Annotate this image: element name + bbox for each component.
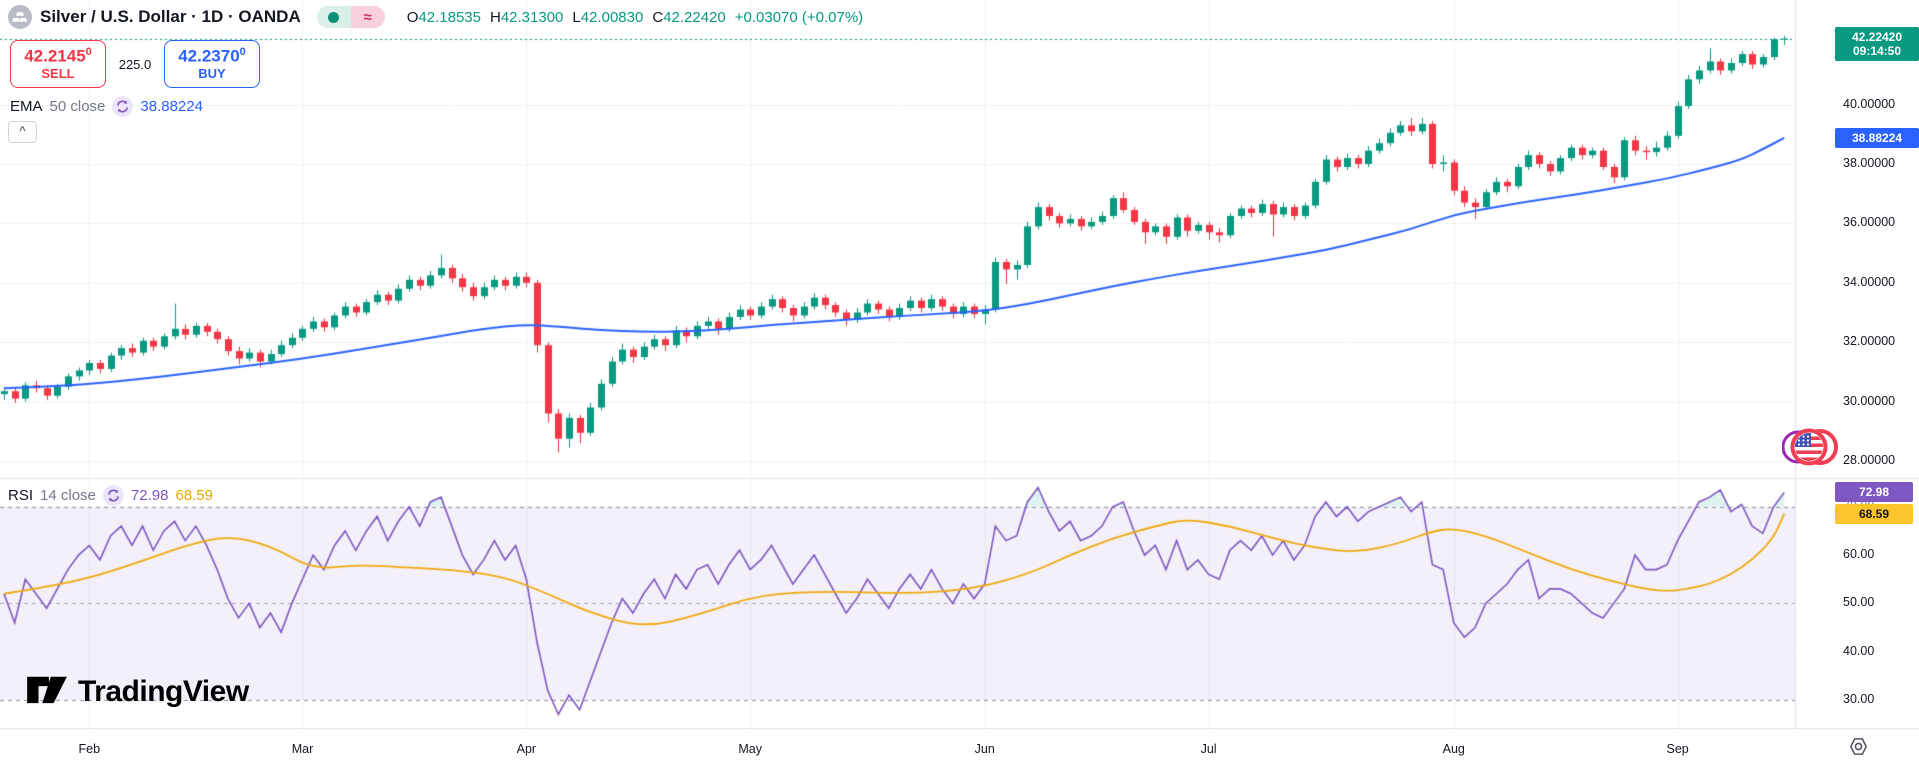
market-status-pill[interactable]: ≈ [316,6,385,28]
price-tick-label: 30.00000 [1843,393,1896,408]
buy-button[interactable]: 42.23700 BUY [164,40,260,88]
rsi-legend[interactable]: RSI 14 close 72.98 68.59 [8,485,213,506]
price-tick-label: 34.00000 [1843,274,1896,289]
low-value: 42.00830 [580,8,644,26]
time-axis-month-label: Apr [516,742,537,756]
delayed-data-icon: ≈ [350,6,385,28]
ema-params: 50 close [49,98,106,115]
buy-price-sup: 0 [239,46,246,59]
buy-price: 42.2370 [178,47,240,67]
price-tick-label: 36.00000 [1843,215,1896,230]
timezone-settings-icon[interactable] [1847,735,1870,763]
collapse-legend-button[interactable]: ^ [8,121,37,143]
sell-price-sup: 0 [85,46,92,59]
change-value: +0.03070 (+0.07%) [734,8,864,26]
time-axis-month-label: Aug [1442,742,1465,756]
price-tick-label: 38.00000 [1843,156,1896,170]
rsi-value-badge: 72.98 [1835,482,1913,503]
tradingview-watermark[interactable]: TradingView [26,672,249,711]
price-tick-label: 28.00000 [1843,453,1896,467]
rsi-params: 14 close [40,487,96,504]
rsi-tick-label: 50.00 [1843,595,1875,610]
low-label: L [572,8,581,26]
ema-value: 38.88224 [140,98,203,115]
refresh-icon[interactable] [112,96,134,117]
chevron-up-icon: ^ [19,125,26,137]
watermark-text: TradingView [78,674,249,708]
price-tick-label: 40.00000 [1843,96,1896,111]
high-label: H [489,8,501,26]
rsi-ma-value-badge: 68.59 [1835,503,1913,524]
open-value: 42.18535 [418,8,481,26]
ema-name: EMA [10,98,43,115]
rsi-tick-label: 30.00 [1843,692,1875,706]
sell-price: 42.2145 [24,47,86,67]
market-open-dot-icon [316,6,351,28]
high-value: 42.31300 [500,8,564,26]
time-axis-month-label: Jul [1200,742,1217,756]
time-axis-month-label: Feb [78,742,101,756]
spread-value: 225.0 [118,56,152,72]
symbol-header: Silver / U.S. Dollar · 1D · OANDA ≈ O42.… [8,4,863,30]
time-axis-month-label: May [738,742,762,756]
us-economic-event-icon[interactable] [1781,424,1838,475]
rsi-tick-label: 40.00 [1843,643,1875,658]
rsi-value: 72.98 [130,487,169,504]
rsi-name: RSI [8,487,34,504]
ohlc-readout: O42.18535 H42.31300 L42.00830 C42.22420 … [407,9,863,26]
rsi-tick-label: 60.00 [1843,547,1875,562]
sell-button[interactable]: 42.21450 SELL [10,40,106,88]
tradingview-logo-icon [26,672,68,711]
time-axis-month-label: Jun [974,742,995,756]
buy-label: BUY [198,65,226,81]
time-axis-month-label: Mar [291,742,314,756]
price-tick-label: 32.00000 [1843,334,1896,349]
time-axis-month-label: Sep [1666,742,1689,756]
close-value: 42.22420 [663,8,726,26]
sell-label: SELL [41,65,75,81]
ema-legend[interactable]: EMA 50 close 38.88224 [10,96,203,117]
silver-symbol-icon[interactable] [8,5,32,29]
refresh-icon[interactable] [102,485,124,506]
current-price-value: 42.22420 [1851,30,1903,44]
current-time-value: 09:14:50 [1852,44,1902,58]
open-label: O [406,8,419,26]
ema-value-badge: 38.88224 [1835,127,1919,148]
close-label: C [652,8,664,26]
symbol-title[interactable]: Silver / U.S. Dollar · 1D · OANDA [40,7,301,26]
order-panel: 42.21450 SELL 225.0 42.23700 BUY [10,40,260,88]
current-price-badge: 42.22420 09:14:50 [1835,27,1919,61]
rsi-ma-value: 68.59 [175,487,213,504]
